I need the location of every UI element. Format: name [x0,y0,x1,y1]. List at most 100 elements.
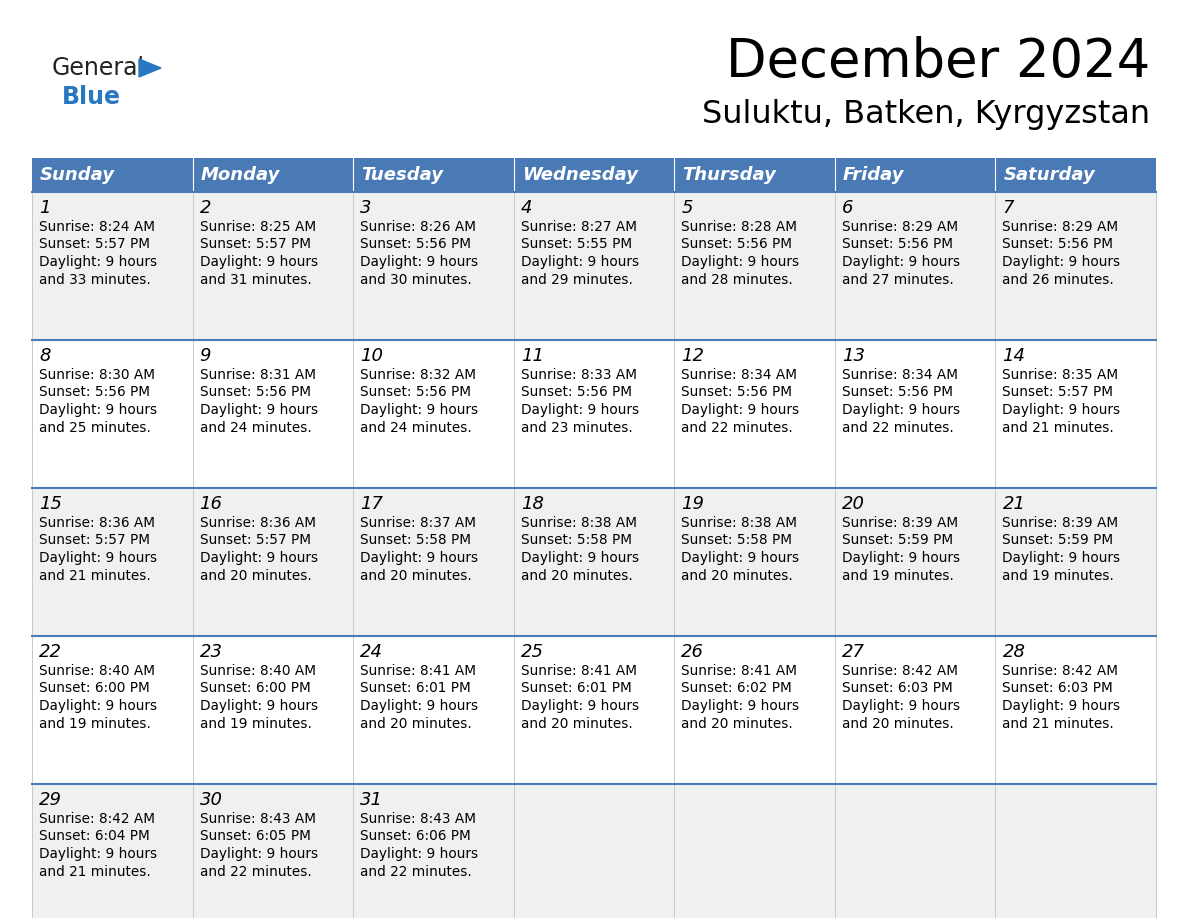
Text: Monday: Monday [201,166,280,184]
Bar [192,784,353,918]
Text: 29: 29 [39,791,62,809]
Text: 11: 11 [520,347,544,365]
Bar [192,340,353,488]
Text: 3: 3 [360,199,372,217]
Text: Sunset: 6:04 PM: Sunset: 6:04 PM [39,830,150,844]
Text: Sunrise: 8:34 AM: Sunrise: 8:34 AM [842,368,958,382]
Text: Sunrise: 8:30 AM: Sunrise: 8:30 AM [39,368,154,382]
Text: Daylight: 9 hours: Daylight: 9 hours [200,403,317,417]
Text: Sunset: 5:56 PM: Sunset: 5:56 PM [681,238,792,252]
Text: Sunrise: 8:38 AM: Sunrise: 8:38 AM [520,516,637,530]
Text: and 33 minutes.: and 33 minutes. [39,273,151,286]
Text: and 20 minutes.: and 20 minutes. [681,568,794,583]
Text: Daylight: 9 hours: Daylight: 9 hours [1003,255,1120,269]
Bar [835,488,996,636]
Text: Sunrise: 8:37 AM: Sunrise: 8:37 AM [360,516,476,530]
Text: Sunrise: 8:36 AM: Sunrise: 8:36 AM [39,516,154,530]
Text: 24: 24 [360,643,384,661]
Text: Daylight: 9 hours: Daylight: 9 hours [520,255,639,269]
Bar [353,340,513,488]
Bar [513,192,675,340]
Bar [192,636,353,784]
Text: and 19 minutes.: and 19 minutes. [842,568,954,583]
Text: Sunrise: 8:43 AM: Sunrise: 8:43 AM [200,812,316,826]
Text: Sunset: 5:56 PM: Sunset: 5:56 PM [842,386,953,399]
Text: and 19 minutes.: and 19 minutes. [39,717,151,731]
Text: 15: 15 [39,495,62,513]
Text: Sunrise: 8:28 AM: Sunrise: 8:28 AM [681,220,797,234]
Text: Sunset: 5:58 PM: Sunset: 5:58 PM [520,533,632,547]
Text: Sunrise: 8:43 AM: Sunrise: 8:43 AM [360,812,476,826]
Bar [513,340,675,488]
Text: 8: 8 [39,347,51,365]
Text: 19: 19 [681,495,704,513]
Text: Sunrise: 8:29 AM: Sunrise: 8:29 AM [842,220,958,234]
Text: Sunset: 6:06 PM: Sunset: 6:06 PM [360,830,470,844]
Text: Thursday: Thursday [682,166,776,184]
Text: Sunset: 5:56 PM: Sunset: 5:56 PM [842,238,953,252]
Text: Daylight: 9 hours: Daylight: 9 hours [200,699,317,713]
Bar [353,784,513,918]
Text: Sunset: 5:57 PM: Sunset: 5:57 PM [39,533,150,547]
Text: Sunrise: 8:41 AM: Sunrise: 8:41 AM [681,664,797,678]
Text: Daylight: 9 hours: Daylight: 9 hours [1003,403,1120,417]
Text: Suluktu, Batken, Kyrgyzstan: Suluktu, Batken, Kyrgyzstan [702,99,1150,130]
Text: Sunset: 5:56 PM: Sunset: 5:56 PM [200,386,310,399]
Bar [32,784,192,918]
Text: Friday: Friday [842,166,904,184]
Bar [192,488,353,636]
Text: and 19 minutes.: and 19 minutes. [1003,568,1114,583]
Text: Daylight: 9 hours: Daylight: 9 hours [360,847,479,861]
Text: Sunset: 5:58 PM: Sunset: 5:58 PM [360,533,472,547]
Text: and 21 minutes.: and 21 minutes. [39,865,151,879]
Text: Sunset: 6:01 PM: Sunset: 6:01 PM [360,681,470,696]
Text: Daylight: 9 hours: Daylight: 9 hours [681,403,800,417]
Bar [353,488,513,636]
Bar [675,636,835,784]
Text: Daylight: 9 hours: Daylight: 9 hours [520,551,639,565]
Text: 13: 13 [842,347,865,365]
Text: and 20 minutes.: and 20 minutes. [520,717,632,731]
Text: Sunrise: 8:39 AM: Sunrise: 8:39 AM [1003,516,1119,530]
Text: and 20 minutes.: and 20 minutes. [520,568,632,583]
Polygon shape [139,59,162,77]
Bar [32,340,192,488]
Text: 16: 16 [200,495,222,513]
Text: Sunrise: 8:26 AM: Sunrise: 8:26 AM [360,220,476,234]
Text: and 22 minutes.: and 22 minutes. [842,420,954,434]
Text: Daylight: 9 hours: Daylight: 9 hours [681,551,800,565]
Text: 25: 25 [520,643,544,661]
Text: and 20 minutes.: and 20 minutes. [200,568,311,583]
Bar [353,636,513,784]
Text: 26: 26 [681,643,704,661]
Text: Daylight: 9 hours: Daylight: 9 hours [200,847,317,861]
Text: and 22 minutes.: and 22 minutes. [360,865,472,879]
Text: Daylight: 9 hours: Daylight: 9 hours [842,255,960,269]
Text: and 29 minutes.: and 29 minutes. [520,273,632,286]
Bar [996,488,1156,636]
Text: and 20 minutes.: and 20 minutes. [842,717,954,731]
Text: 7: 7 [1003,199,1013,217]
Text: Sunset: 6:00 PM: Sunset: 6:00 PM [39,681,150,696]
Text: and 19 minutes.: and 19 minutes. [200,717,311,731]
Text: Sunset: 5:57 PM: Sunset: 5:57 PM [200,238,310,252]
Text: Sunrise: 8:25 AM: Sunrise: 8:25 AM [200,220,316,234]
Text: and 21 minutes.: and 21 minutes. [39,568,151,583]
Text: Daylight: 9 hours: Daylight: 9 hours [842,699,960,713]
Bar [32,488,192,636]
Text: 4: 4 [520,199,532,217]
Text: Sunrise: 8:42 AM: Sunrise: 8:42 AM [1003,664,1118,678]
Text: Daylight: 9 hours: Daylight: 9 hours [520,403,639,417]
Text: Daylight: 9 hours: Daylight: 9 hours [842,403,960,417]
Text: Sunday: Sunday [40,166,115,184]
Text: Daylight: 9 hours: Daylight: 9 hours [1003,699,1120,713]
Text: Sunset: 5:56 PM: Sunset: 5:56 PM [520,386,632,399]
Text: Sunrise: 8:42 AM: Sunrise: 8:42 AM [39,812,154,826]
Text: 5: 5 [681,199,693,217]
Text: Sunset: 5:56 PM: Sunset: 5:56 PM [360,238,472,252]
Text: Sunrise: 8:24 AM: Sunrise: 8:24 AM [39,220,154,234]
Bar [675,340,835,488]
Text: Sunrise: 8:35 AM: Sunrise: 8:35 AM [1003,368,1119,382]
Text: 18: 18 [520,495,544,513]
Text: Sunset: 6:03 PM: Sunset: 6:03 PM [1003,681,1113,696]
